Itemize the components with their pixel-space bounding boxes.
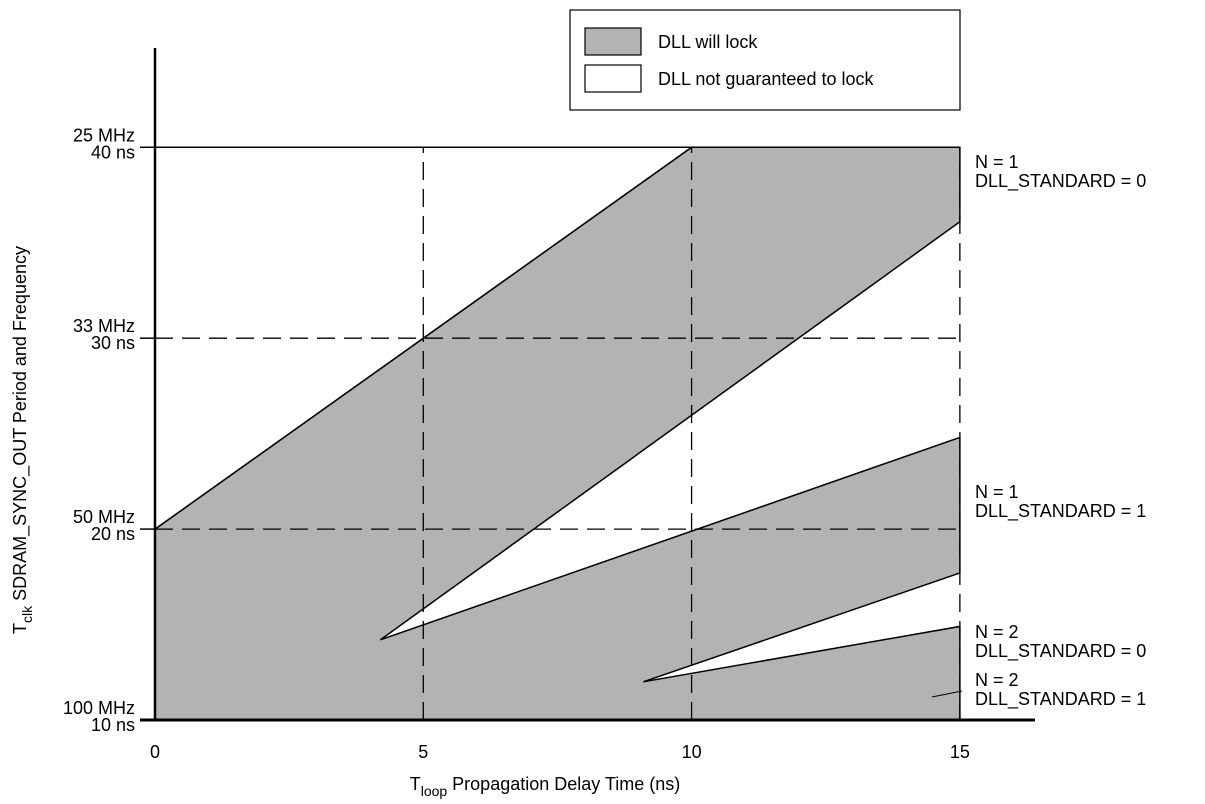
annotation: DLL_STANDARD = 1: [975, 689, 1146, 710]
y-freq-label: 33 MHz: [73, 316, 135, 336]
y-freq-label: 50 MHz: [73, 507, 135, 527]
annotation: N = 2: [975, 622, 1019, 642]
y-tick-label: 40 ns: [91, 142, 135, 162]
annotation: DLL_STANDARD = 0: [975, 641, 1146, 662]
annotation: DLL_STANDARD = 0: [975, 171, 1146, 192]
annotation: N = 2: [975, 670, 1019, 690]
axis-symbol: T: [10, 623, 30, 634]
annotation: N = 1: [975, 152, 1019, 172]
x-tick-label: 10: [682, 742, 702, 762]
x-tick-label: 5: [418, 742, 428, 762]
legend-label: DLL not guaranteed to lock: [658, 69, 874, 89]
leader-line: [931, 690, 963, 698]
legend-swatch: [584, 64, 642, 93]
y-tick-label: 30 ns: [91, 333, 135, 353]
y-freq-label: 100 MHz: [63, 698, 135, 718]
y-axis-title: Tclk SDRAM_SYNC_OUT Period and Frequency: [10, 246, 35, 634]
axis-symbol: T: [410, 774, 421, 794]
legend-swatch: [584, 27, 642, 56]
x-tick-label: 15: [950, 742, 970, 762]
axis-text: Propagation Delay Time (ns): [452, 774, 680, 794]
axis-text: SDRAM_SYNC_OUT Period and Frequency: [10, 246, 31, 601]
axis-subscript: clk: [19, 605, 35, 623]
x-axis-title: Tloop Propagation Delay Time (ns): [410, 774, 681, 799]
y-tick-label: 10 ns: [91, 715, 135, 735]
legend-label: DLL will lock: [658, 32, 758, 52]
y-tick-label: 20 ns: [91, 524, 135, 544]
annotation: N = 1: [975, 482, 1019, 502]
annotation: DLL_STANDARD = 1: [975, 501, 1146, 522]
x-tick-label: 0: [150, 742, 160, 762]
y-freq-label: 25 MHz: [73, 125, 135, 145]
axis-subscript: loop: [421, 783, 448, 799]
legend-box: [569, 9, 961, 111]
